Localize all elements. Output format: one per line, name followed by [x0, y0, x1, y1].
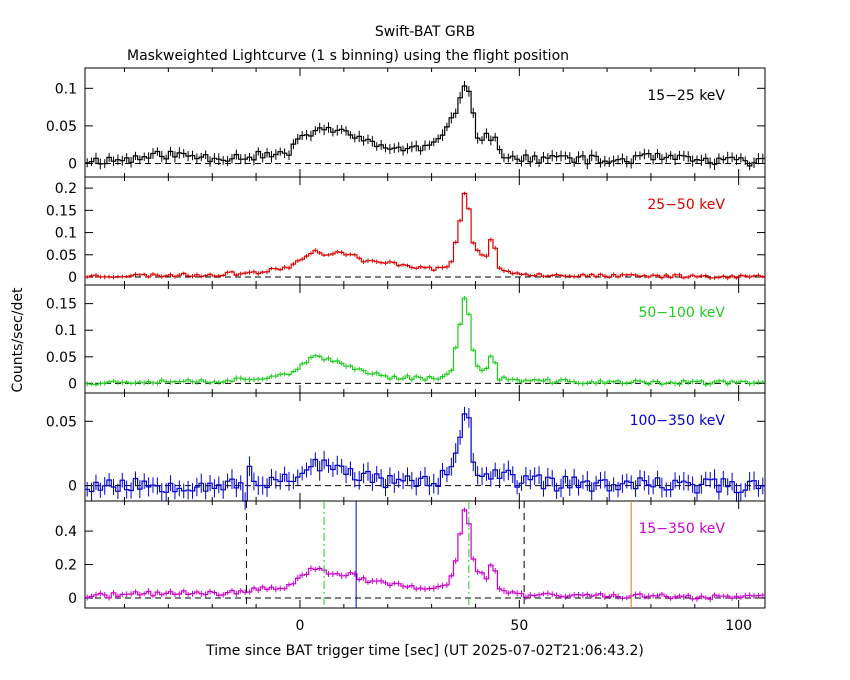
- lightcurve-series: [85, 85, 765, 167]
- lightcurve-series: [85, 297, 765, 386]
- y-tick-label: 0.1: [55, 81, 77, 97]
- y-tick-label: 0.05: [46, 119, 77, 135]
- y-tick-label: 0: [68, 591, 77, 607]
- panel-50-100-kev: 0 0.05 0.1 0.15 50−100 keV: [46, 284, 766, 394]
- y-tick-label: 0.4: [55, 524, 77, 540]
- y-tick-label: 0.05: [46, 350, 77, 366]
- y-tick-label: 0.2: [55, 558, 77, 574]
- y-tick-label: 0.05: [46, 414, 77, 430]
- lightcurve-series: [85, 509, 765, 600]
- lightcurve-series: [85, 413, 765, 502]
- band-label: 100−350 keV: [630, 413, 726, 429]
- y-tick-label: 0.05: [46, 248, 77, 264]
- panel-25-50-kev: 0 0.05 0.1 0.15 0.2 25−50 keV: [46, 176, 766, 286]
- lightcurve-series: [85, 192, 765, 279]
- band-label: 15−350 keV: [638, 521, 725, 537]
- panel-15-350-kev: 0 0.2 0.4 15−350 keV: [55, 500, 766, 609]
- x-tick-label: 100: [725, 618, 752, 634]
- band-label: 15−25 keV: [647, 88, 725, 104]
- y-tick-label: 0.1: [55, 226, 77, 242]
- y-axis-label: Counts/sec/det: [10, 287, 26, 392]
- y-tick-label: 0: [68, 270, 77, 286]
- panel-frame: [84, 284, 766, 394]
- x-tick-label: 50: [510, 618, 528, 634]
- chart-subtitle: Maskweighted Lightcurve (1 s binning) us…: [127, 48, 569, 64]
- panel-15-25-kev: 0 0.05 0.1 15−25 keV: [46, 67, 766, 178]
- panel-frame: [84, 67, 766, 178]
- panel-frame: [84, 500, 766, 609]
- y-tick-label: 0.15: [46, 203, 77, 219]
- x-tick-label: 0: [296, 618, 305, 634]
- y-tick-label: 0: [68, 479, 77, 495]
- band-label: 50−100 keV: [638, 305, 725, 321]
- y-tick-label: 0: [68, 376, 77, 392]
- y-tick-label: 0.15: [46, 297, 77, 313]
- band-label: 25−50 keV: [647, 197, 725, 213]
- x-axis-label: Time since BAT trigger time [sec] (UT 20…: [205, 643, 644, 659]
- chart-title: Swift-BAT GRB: [375, 24, 475, 40]
- y-tick-label: 0.2: [55, 181, 77, 197]
- y-tick-label: 0: [68, 156, 77, 172]
- y-tick-label: 0.1: [55, 323, 77, 339]
- panel-100-350-kev: 0 0.05 100−350 keV: [46, 392, 766, 510]
